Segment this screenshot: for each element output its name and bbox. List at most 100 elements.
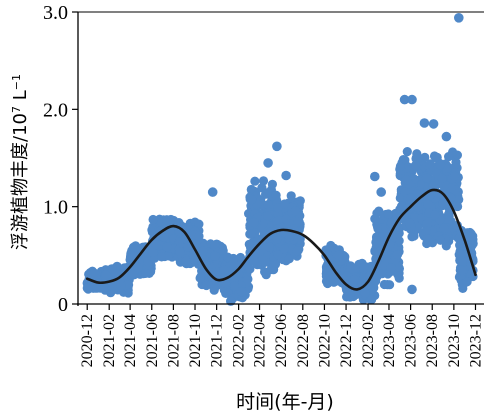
data-point	[422, 234, 432, 244]
x-tick-label: 2023-06	[403, 314, 420, 367]
data-point	[272, 141, 282, 152]
data-point	[250, 176, 260, 186]
data-point	[419, 118, 430, 128]
data-point	[198, 246, 208, 256]
data-point	[359, 262, 369, 272]
data-point	[236, 286, 246, 297]
data-point	[446, 183, 456, 193]
data-point	[111, 269, 121, 279]
data-point	[420, 152, 430, 162]
data-point	[466, 232, 476, 242]
data-point	[457, 256, 467, 266]
data-point	[242, 275, 252, 285]
data-point	[425, 159, 435, 169]
data-point	[435, 160, 445, 170]
data-point	[394, 236, 404, 246]
y-axis-title: 浮游植物丰度/107 L−1	[10, 74, 32, 250]
x-tick-label: 2022-04	[252, 314, 269, 367]
x-tick-label: 2022-08	[295, 314, 312, 367]
data-point	[175, 247, 185, 257]
data-point	[454, 12, 464, 23]
data-point	[90, 268, 100, 278]
data-point	[258, 176, 269, 186]
data-point	[162, 242, 172, 252]
data-point	[220, 278, 230, 288]
data-point	[325, 271, 335, 281]
data-point	[273, 203, 283, 213]
data-point	[439, 223, 449, 233]
x-tick-label: 2021-06	[144, 314, 161, 367]
data-point	[263, 211, 273, 221]
trend-curve-layer	[85, 188, 477, 291]
data-point	[281, 170, 291, 181]
data-point	[370, 171, 380, 182]
data-point	[101, 270, 111, 280]
data-point	[457, 265, 467, 275]
data-point	[285, 232, 295, 242]
data-point	[272, 234, 282, 244]
data-point	[279, 244, 289, 254]
data-point	[181, 256, 191, 266]
data-point	[399, 94, 410, 105]
data-point	[407, 284, 417, 295]
y-tick-label: 2.0	[43, 99, 68, 121]
data-point	[273, 250, 283, 260]
data-point	[422, 173, 432, 183]
data-point	[194, 231, 204, 241]
data-point	[262, 188, 272, 198]
data-point	[267, 264, 277, 275]
data-point	[423, 199, 433, 209]
data-point	[383, 209, 393, 219]
trend-curve	[85, 188, 477, 291]
x-tick-label: 2023-08	[424, 314, 441, 367]
y-tick-label: 0	[58, 294, 68, 316]
y-tick-label: 1.0	[43, 197, 68, 219]
x-tick-label: 2022-12	[338, 314, 355, 367]
x-tick-label: 2023-12	[468, 314, 485, 367]
data-point	[407, 94, 417, 105]
data-point	[430, 210, 440, 220]
data-point	[194, 219, 204, 229]
data-point	[379, 279, 389, 290]
x-tick-label: 2022-06	[273, 314, 290, 367]
data-point	[401, 204, 411, 214]
data-point	[148, 214, 158, 225]
data-point	[406, 193, 416, 203]
data-point	[412, 149, 422, 159]
data-point	[435, 235, 446, 245]
data-point	[128, 249, 138, 259]
x-tick-label: 2021-10	[187, 314, 204, 367]
data-point	[271, 190, 281, 200]
data-point	[376, 187, 387, 197]
data-point	[400, 187, 410, 197]
data-point	[219, 265, 229, 275]
data-point	[358, 272, 368, 282]
data-point	[402, 147, 412, 157]
data-point	[230, 281, 240, 291]
data-point	[284, 254, 294, 264]
x-tick-label: 2021-02	[101, 314, 118, 367]
data-point	[334, 250, 344, 260]
data-point	[404, 218, 415, 228]
data-point	[395, 161, 405, 171]
x-tick-label: 2021-04	[122, 314, 139, 367]
data-point	[407, 232, 417, 242]
x-tick-label: 2021-08	[165, 314, 182, 367]
x-tick-label: 2023-10	[446, 314, 463, 367]
data-points	[82, 12, 478, 306]
data-point	[274, 215, 284, 225]
data-point	[411, 160, 421, 170]
data-point	[267, 179, 277, 189]
data-point	[321, 262, 331, 272]
data-point	[290, 206, 301, 216]
data-point	[431, 153, 441, 163]
data-point	[456, 249, 466, 259]
data-point	[437, 173, 447, 183]
data-point	[450, 171, 460, 181]
data-point	[201, 280, 211, 291]
data-point	[258, 255, 268, 265]
x-tick-label: 2020-12	[79, 314, 96, 367]
data-point	[151, 240, 161, 250]
x-axis-title: 时间(年-月)	[236, 391, 334, 413]
